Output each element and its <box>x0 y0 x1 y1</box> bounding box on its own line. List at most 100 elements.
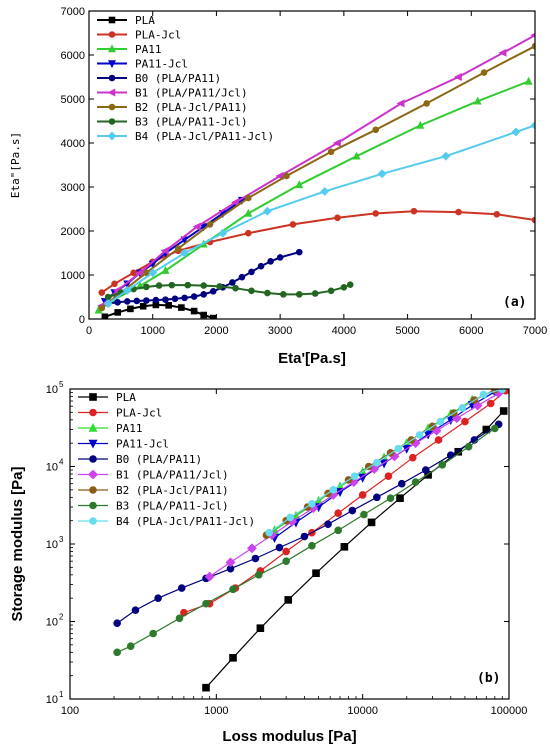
x-tick-label: 5000 <box>395 325 419 337</box>
data-point <box>320 186 330 196</box>
data-point <box>423 100 430 107</box>
y-tick-label: 10 <box>46 694 58 706</box>
data-point <box>308 541 316 550</box>
legend-entry: PA11 <box>116 422 143 435</box>
legend-marker <box>108 60 116 69</box>
series-8 <box>104 281 354 301</box>
data-point <box>232 284 239 292</box>
legend-entry: B1 (PLA/PA11/Jcl) <box>135 87 248 100</box>
data-point <box>262 206 272 216</box>
data-point <box>202 683 210 692</box>
legend-entry: PLA-Jcl <box>116 407 162 420</box>
legend-marker <box>89 517 97 525</box>
legend-entry: B2 (PLA-Jcl/PA11) <box>135 101 248 114</box>
data-point <box>154 594 162 602</box>
data-point <box>254 571 263 579</box>
legend-entry: B0 (PLA/PA11) <box>116 453 202 466</box>
y-tick-label: 3000 <box>61 182 85 194</box>
data-point <box>284 596 293 604</box>
data-point <box>101 313 109 319</box>
legend-marker <box>108 103 116 111</box>
x-tick-label: 1000 <box>204 705 228 717</box>
plot-frame <box>88 10 536 320</box>
data-point <box>308 500 316 508</box>
data-point <box>377 169 387 179</box>
series-line <box>104 303 214 319</box>
data-point <box>453 73 462 81</box>
y-tick-label: 10 <box>46 539 58 551</box>
data-point <box>373 493 381 502</box>
legend-marker <box>89 501 97 510</box>
data-point <box>340 543 349 551</box>
data-point <box>386 494 395 502</box>
data-point <box>396 494 404 502</box>
legend-entry: PLA <box>116 391 136 404</box>
x-tick-label: 6000 <box>459 325 483 337</box>
legend-marker <box>107 88 116 97</box>
data-point <box>511 127 521 137</box>
data-point <box>251 554 260 563</box>
data-point <box>229 279 236 286</box>
data-point <box>133 297 141 305</box>
x-axis-label: Eta'[Pa.s] <box>278 350 346 367</box>
y-tick-label: 7000 <box>61 6 85 18</box>
data-point <box>180 248 189 258</box>
data-point <box>123 298 131 305</box>
data-point <box>286 513 295 522</box>
data-point <box>175 614 184 623</box>
data-point <box>168 281 176 289</box>
data-point <box>202 599 210 608</box>
data-point <box>491 424 499 433</box>
data-point <box>171 295 179 303</box>
data-point <box>160 246 169 255</box>
legend-entry: B0 (PLA/PA11) <box>135 72 221 85</box>
legend-marker <box>89 455 97 463</box>
x-tick-label: 7000 <box>523 325 547 337</box>
legend-entry: B4 (PLA-Jcl/PA11-Jcl) <box>116 515 255 528</box>
data-point <box>329 486 338 494</box>
y-tick-label: 5000 <box>61 94 85 106</box>
y-tick-label: 4000 <box>61 138 85 150</box>
data-point <box>438 461 447 469</box>
data-point <box>206 221 214 228</box>
data-point <box>114 309 121 316</box>
y-tick-label: 6000 <box>61 50 85 62</box>
x-tick-label: 100000 <box>491 705 528 717</box>
data-point <box>473 96 482 105</box>
data-point <box>276 254 284 261</box>
data-point <box>139 302 147 310</box>
data-point <box>114 298 121 306</box>
legend-marker <box>108 44 116 53</box>
data-point <box>230 198 239 207</box>
data-point <box>282 547 290 556</box>
data-point <box>415 431 424 439</box>
data-point <box>455 208 462 216</box>
data-point <box>244 229 252 237</box>
data-point <box>346 281 354 288</box>
data-point <box>148 268 158 278</box>
data-point <box>111 280 118 288</box>
series-line <box>101 45 535 309</box>
data-point <box>340 284 348 291</box>
data-point <box>264 289 271 297</box>
data-point <box>367 518 376 527</box>
data-point <box>421 466 430 474</box>
data-point <box>373 458 381 467</box>
data-point <box>200 311 207 319</box>
data-point <box>327 287 335 295</box>
data-point <box>434 436 443 444</box>
data-point <box>458 404 467 412</box>
data-point <box>358 491 367 499</box>
series-line <box>268 389 503 534</box>
data-point <box>334 214 341 222</box>
data-point <box>530 120 535 130</box>
series-line <box>101 34 535 307</box>
data-point <box>248 268 255 276</box>
legend-marker <box>89 393 97 401</box>
data-point <box>122 285 132 295</box>
data-point <box>113 648 121 657</box>
data-point <box>229 585 237 594</box>
data-point <box>104 293 112 301</box>
data-point <box>498 48 507 57</box>
series-4 <box>270 389 499 544</box>
